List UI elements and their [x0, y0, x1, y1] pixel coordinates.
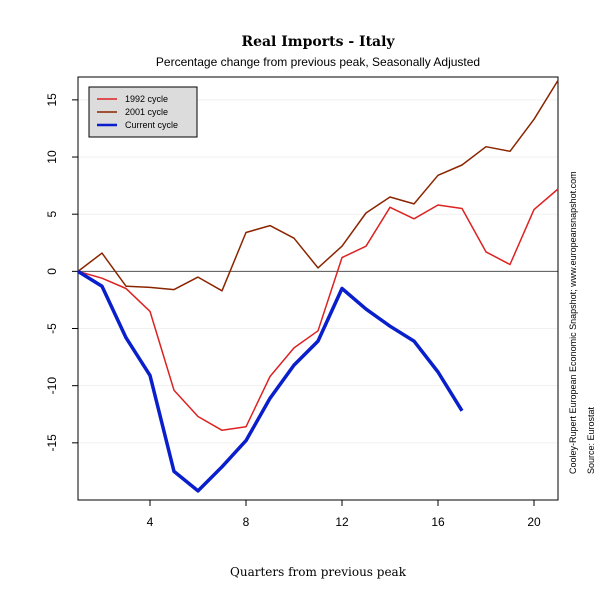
y-tick-label: 0 [45, 268, 59, 275]
x-axis-label: Quarters from previous peak [230, 565, 407, 579]
series-line-1 [77, 80, 559, 292]
legend-label: 1992 cycle [125, 94, 168, 104]
series [77, 80, 559, 493]
y-tick-label: -5 [45, 323, 59, 334]
side-note-source: Source: Eurostat [586, 406, 596, 474]
x-axis: 4 8 12 16 20 [147, 500, 541, 529]
y-tick-label: -15 [45, 434, 59, 452]
y-tick-label: 5 [45, 211, 59, 218]
series-line-0 [77, 188, 559, 432]
legend: 1992 cycle 2001 cycle Current cycle [88, 86, 198, 138]
series-line-2 [77, 269, 464, 493]
x-tick-label: 12 [335, 515, 349, 529]
y-tick-label: 10 [45, 150, 59, 164]
legend-label: 2001 cycle [125, 107, 168, 117]
x-tick-label: 16 [431, 515, 445, 529]
legend-label: Current cycle [125, 120, 178, 130]
chart-title: Real Imports - Italy [241, 34, 395, 50]
x-tick-label: 4 [147, 515, 154, 529]
chart-subtitle: Percentage change from previous peak, Se… [156, 55, 480, 69]
y-axis: -15 -10 -5 0 5 10 15 [45, 93, 78, 452]
plot-frame [77, 76, 559, 501]
y-tick-label: 15 [45, 93, 59, 107]
y-tick-label: -10 [45, 377, 59, 395]
x-tick-label: 8 [243, 515, 250, 529]
side-note-credit: Cooley-Rupert European Economic Snapshot… [568, 171, 578, 474]
x-tick-label: 20 [527, 515, 541, 529]
